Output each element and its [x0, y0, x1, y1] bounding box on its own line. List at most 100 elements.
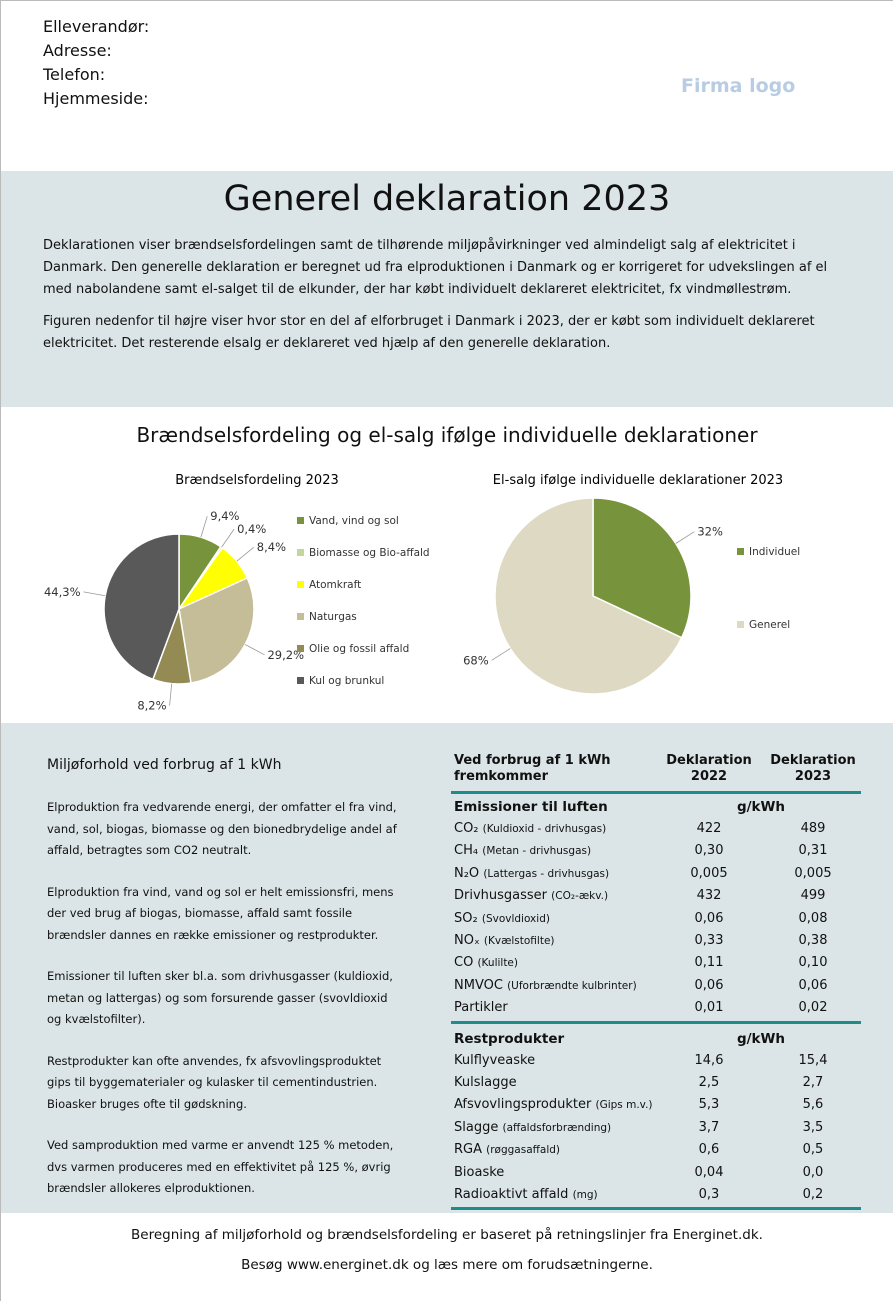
- row-note: (Metan - drivhusgas): [482, 845, 592, 858]
- value-2023: 0,08: [798, 910, 828, 926]
- row-label: Radioaktivt affald (mg): [454, 1187, 598, 1202]
- row-name: CO: [454, 955, 474, 971]
- section-unit: g/kWh: [736, 1030, 786, 1047]
- value-2023: 3,5: [802, 1119, 824, 1135]
- row-note: (Kuldioxid - drivhusgas): [482, 823, 607, 835]
- label-leader: [244, 644, 265, 656]
- row-name: N₂O: [454, 865, 480, 881]
- pie-slice: [103, 533, 180, 681]
- table-rule: [451, 1207, 861, 1211]
- row-note: (CO₂-ækv.): [551, 890, 609, 903]
- legend-swatch: [297, 613, 304, 620]
- legend-swatch: [737, 548, 744, 555]
- legend-swatch: [297, 645, 304, 652]
- header-field: Telefon:: [43, 65, 106, 84]
- logo: Firma logo: [681, 75, 796, 97]
- value-2023: 0,2: [802, 1187, 824, 1202]
- section-title: Brændselsfordeling og el-salg ifølge ind…: [136, 423, 758, 447]
- legend-label: Vand, vind og sol: [309, 515, 399, 527]
- row-name: Drivhusgasser: [454, 888, 548, 904]
- data-label: 0,4%: [237, 522, 266, 536]
- left-paragraph: Restprodukter kan ofte anvendes, fx afsv…: [47, 1053, 382, 1111]
- row-name: Radioaktivt affald: [454, 1187, 569, 1202]
- row-name: CH₄: [454, 843, 479, 859]
- lower-band: [1, 723, 893, 1213]
- left-paragraph: Ved samproduktion med varme er anvendt 1…: [47, 1138, 394, 1195]
- intro-paragraph: Deklarationen viser brændselsfordelingen…: [43, 238, 828, 297]
- value-2022: 3,7: [698, 1119, 720, 1135]
- row-note: (Uforbrændte kulbrinter): [507, 979, 637, 992]
- value-2022: 0,005: [690, 865, 728, 881]
- pie-slice: [592, 497, 692, 639]
- row-name: NMVOC: [454, 977, 503, 993]
- left-paragraph: Elproduktion fra vind, vand og sol er he…: [47, 884, 394, 942]
- table-rule: [451, 791, 861, 794]
- label-leader: [491, 648, 511, 661]
- header-fields: Elleverandør: Adresse: Telefon: Hjemmeside:: [43, 15, 149, 111]
- section-title: Emissioner til luften: [454, 799, 608, 815]
- legend-label: Naturgas: [309, 611, 357, 623]
- data-label: 8,4%: [257, 540, 286, 554]
- value-2022: 432: [696, 888, 722, 904]
- value-2022: 0,30: [694, 843, 724, 859]
- left-title: Miljøforhold ved forbrug af 1 kWh: [47, 757, 282, 773]
- row-note: (Kvælstofilte): [483, 935, 555, 947]
- label-leader: [221, 528, 235, 548]
- row-label: N₂O (Lattergas - drivhusgas): [454, 866, 609, 881]
- value-2023: 0,0: [802, 1164, 824, 1180]
- row-name: Kulflyveaske: [454, 1052, 536, 1068]
- row-name: Bioaske: [454, 1164, 505, 1180]
- row-note: (mg): [572, 1189, 598, 1201]
- value-2023: 0,02: [798, 1000, 828, 1016]
- row-name: Kulslagge: [454, 1075, 517, 1090]
- header-field: Hjemmeside:: [43, 89, 149, 108]
- row-label: Bioaske: [454, 1165, 504, 1180]
- legend-label: Kul og brunkul: [309, 675, 384, 687]
- row-note: (røggasaffald): [486, 1144, 560, 1157]
- table-rule: [451, 1020, 861, 1024]
- data-label: 8,2%: [137, 699, 166, 713]
- pie-slice: [494, 497, 683, 695]
- data-label: 44,3%: [44, 585, 81, 599]
- row-label: Partikler: [454, 1000, 508, 1015]
- row-label: CH₄ (Metan - drivhusgas): [454, 843, 591, 858]
- table-header: Deklaration 2022: [666, 753, 752, 784]
- value-2023: 0,005: [794, 865, 832, 881]
- header-field: Adresse:: [43, 41, 112, 60]
- row-note: (Lattergas - drivhusgas): [483, 867, 610, 880]
- row-name: SO₂: [454, 910, 478, 926]
- chart-title: Brændselsfordeling 2023: [175, 473, 339, 488]
- row-label: Slagge (affaldsforbrænding): [454, 1120, 611, 1135]
- value-2023: 2,7: [802, 1075, 824, 1090]
- value-2022: 0,3: [698, 1187, 720, 1202]
- section-title: Restprodukter: [454, 1030, 565, 1047]
- row-note: (affaldsforbrænding): [502, 1121, 612, 1134]
- row-label: NMVOC (Uforbrændte kulbrinter): [454, 978, 637, 993]
- value-2022: 0,06: [694, 977, 724, 993]
- left-paragraph: Elproduktion fra vedvarende energi, der …: [47, 800, 397, 857]
- label-leader: [675, 531, 695, 544]
- row-label: CO₂ (Kuldioxid - drivhusgas): [454, 821, 606, 836]
- value-2023: 0,06: [798, 977, 828, 993]
- table: Ved forbrug af 1 kWh fremkommer Deklarati…: [451, 753, 861, 1213]
- charts: Brændselsfordeling 2023 9,4% Vand, vind og…: [44, 473, 800, 713]
- row-name: CO₂: [454, 821, 479, 836]
- label-leader: [236, 546, 255, 562]
- left-paragraph: Emissioner til luften sker bl.a. som dri…: [47, 969, 393, 1026]
- value-2022: 0,11: [694, 955, 724, 971]
- value-2022: 422: [696, 821, 722, 836]
- value-2023: 489: [800, 821, 826, 836]
- footer-1: Beregning af miljøforhold og brændselsfo…: [131, 1227, 763, 1243]
- row-note: (Gips m.v.): [595, 1099, 653, 1112]
- row-label: Afsvovlingsprodukter (Gips m.v.): [454, 1097, 653, 1112]
- row-label: RGA (røggasaffald): [454, 1142, 560, 1157]
- legend-label: Olie og fossil affald: [309, 643, 409, 655]
- value-2022: 5,3: [698, 1097, 720, 1113]
- legend-swatch: [297, 549, 304, 556]
- pie-slice: [178, 577, 255, 684]
- row-label: Kulslagge: [454, 1075, 517, 1090]
- data-label: 68%: [463, 653, 489, 667]
- row-note: (Svovldioxid): [481, 912, 550, 925]
- label-leader: [200, 516, 208, 538]
